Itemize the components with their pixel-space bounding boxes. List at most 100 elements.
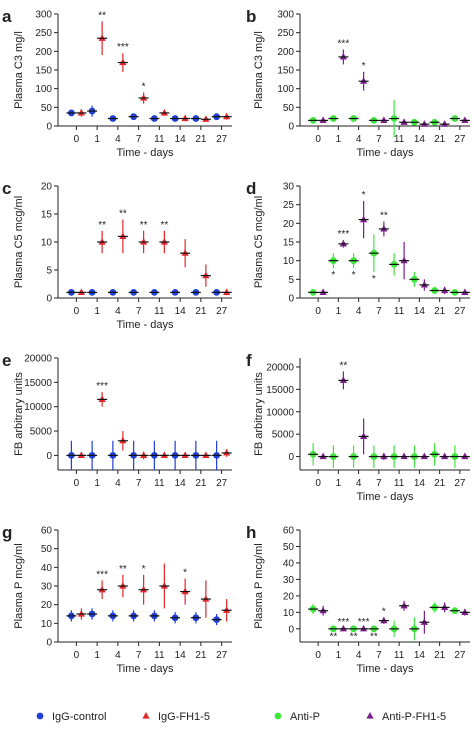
x-tick-label: 0: [74, 306, 80, 317]
x-tick-label: 11: [394, 650, 405, 661]
data-point: [461, 452, 469, 460]
data-point: [339, 376, 347, 383]
data-point: [140, 451, 148, 458]
x-tick-label: 0: [315, 134, 321, 145]
significance: ***: [338, 617, 350, 628]
y-tick-label: 40: [283, 558, 295, 569]
y-axis-label: FB arbitrary units: [253, 372, 265, 456]
y-axis-label: Plasma C3 mg/l: [253, 31, 265, 109]
significance: ***: [96, 381, 108, 392]
y-tick-label: 5: [46, 266, 52, 277]
significance: ***: [338, 229, 350, 240]
data-point: [441, 286, 449, 294]
data-point: [98, 238, 106, 245]
x-tick-label: 4: [356, 134, 362, 145]
y-tick-label: 0: [46, 122, 52, 133]
data-point: [119, 436, 127, 444]
significance: *: [362, 190, 366, 201]
y-tick-label: 5: [288, 275, 294, 286]
data-point: [461, 116, 469, 123]
x-tick-label: 14: [175, 478, 187, 489]
data-point: [400, 256, 408, 264]
x-tick-label: 7: [136, 134, 142, 145]
x-tick-label: 7: [376, 650, 382, 661]
x-tick-label: 14: [175, 650, 187, 661]
y-tick-label: 5000: [272, 430, 295, 441]
data-point: [181, 451, 189, 458]
data-point: [360, 624, 368, 632]
x-tick-label: 0: [74, 134, 80, 145]
x-axis-label: Time - days: [116, 663, 174, 675]
data-point: [98, 34, 106, 41]
y-tick-label: 100: [35, 84, 52, 95]
data-point: [380, 116, 388, 123]
data-point: [202, 595, 210, 602]
y-tick-label: 250: [277, 28, 294, 39]
y-tick-label: 30: [283, 182, 295, 193]
x-tick-label: 1: [336, 134, 342, 145]
x-tick-label: 21: [434, 478, 446, 489]
legend-label: IgG-FH1-5: [158, 711, 210, 723]
y-tick-label: 50: [41, 544, 53, 555]
data-point: [360, 432, 368, 439]
significance: *: [382, 606, 386, 617]
data-point: [119, 582, 127, 589]
significance: **: [140, 220, 148, 231]
y-tick-label: 15: [41, 210, 53, 221]
y-tick-label: 50: [283, 542, 295, 553]
x-tick-label: 21: [434, 650, 446, 661]
significance: **: [380, 210, 388, 221]
panel-label: g: [2, 523, 12, 542]
data-point: [420, 618, 428, 625]
x-axis-label: Time - days: [356, 147, 414, 159]
data-point: [202, 115, 210, 122]
data-point: [181, 114, 189, 122]
x-axis-label: Time - days: [356, 663, 414, 675]
x-tick-label: 11: [154, 650, 165, 661]
x-tick-label: 14: [175, 306, 187, 317]
x-tick-label: 14: [414, 134, 426, 145]
data-point: [223, 606, 231, 613]
y-axis-label: Plasma C5 mcg/ml: [13, 196, 25, 288]
data-point: [202, 271, 210, 279]
data-point: [441, 120, 449, 127]
data-point: [223, 112, 231, 120]
x-tick-label: 7: [136, 306, 142, 317]
y-axis-label: FB arbitrary units: [13, 372, 25, 456]
y-axis-label: Plasma C5 mcg/ml: [253, 196, 265, 288]
x-tick-label: 21: [434, 134, 446, 145]
x-axis-label: Time - days: [356, 491, 414, 503]
y-tick-label: 30: [283, 575, 295, 586]
y-tick-label: 10: [41, 619, 53, 630]
data-point: [223, 448, 231, 456]
data-point: [420, 452, 428, 460]
data-point: [420, 280, 428, 288]
significance: **: [350, 632, 358, 643]
data-point: [360, 77, 368, 84]
y-tick-label: 0: [288, 624, 294, 635]
x-tick-label: 1: [94, 650, 100, 661]
data-point: [140, 94, 148, 101]
data-point: [461, 608, 469, 615]
y-tick-label: 20: [283, 591, 295, 602]
x-tick-label: 21: [195, 650, 207, 661]
y-tick-label: 0: [288, 452, 294, 463]
data-point: [98, 395, 106, 402]
y-tick-label: 30: [41, 582, 53, 593]
x-axis-label: Time - days: [116, 319, 174, 331]
data-point: [119, 58, 127, 66]
significance: **: [329, 632, 337, 643]
data-point: [181, 587, 189, 595]
x-tick-label: 4: [356, 306, 362, 317]
legend-marker: [366, 712, 374, 719]
x-tick-label: 1: [336, 650, 342, 661]
x-tick-label: 0: [315, 478, 321, 489]
data-point: [140, 585, 148, 593]
data-point: [77, 288, 85, 295]
data-point: [400, 452, 408, 460]
y-tick-label: 50: [283, 103, 295, 114]
y-tick-label: 15000: [266, 385, 294, 396]
y-tick-label: 300: [277, 10, 294, 21]
y-tick-label: 20: [41, 182, 53, 193]
